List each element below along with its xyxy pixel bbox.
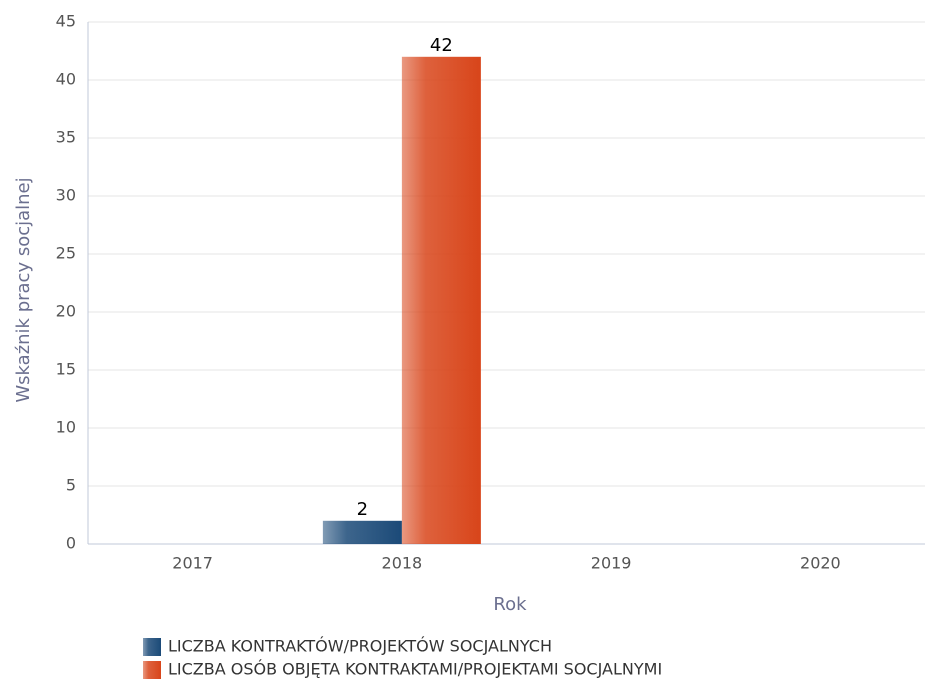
legend-label: LICZBA OSÓB OBJĘTA KONTRAKTAMI/PROJEKTAM…	[168, 660, 662, 679]
legend-marker	[143, 661, 161, 679]
y-tick-label: 45	[56, 12, 76, 31]
x-tick-label: 2017	[172, 554, 213, 573]
y-tick-label: 0	[66, 534, 76, 553]
legend-label: LICZBA KONTRAKTÓW/PROJEKTÓW SOCJALNYCH	[168, 637, 552, 656]
legend-marker	[143, 638, 161, 656]
data-label: 42	[430, 35, 453, 56]
y-axis-title: Wskaźnik pracy socjalnej	[13, 177, 34, 402]
y-tick-label: 10	[56, 418, 76, 437]
y-tick-label: 40	[56, 70, 76, 89]
y-tick-label: 20	[56, 302, 76, 321]
bar	[401, 56, 481, 545]
y-tick-label: 15	[56, 360, 76, 379]
y-tick-label: 35	[56, 128, 76, 147]
x-tick-label: 2019	[591, 554, 632, 573]
data-label: 2	[357, 499, 368, 520]
y-tick-label: 5	[66, 476, 76, 495]
x-tick-label: 2020	[800, 554, 841, 573]
y-tick-label: 30	[56, 186, 76, 205]
y-tick-label: 25	[56, 244, 76, 263]
x-axis-title: Rok	[493, 594, 527, 615]
x-tick-label: 2018	[382, 554, 423, 573]
bar	[322, 520, 402, 544]
